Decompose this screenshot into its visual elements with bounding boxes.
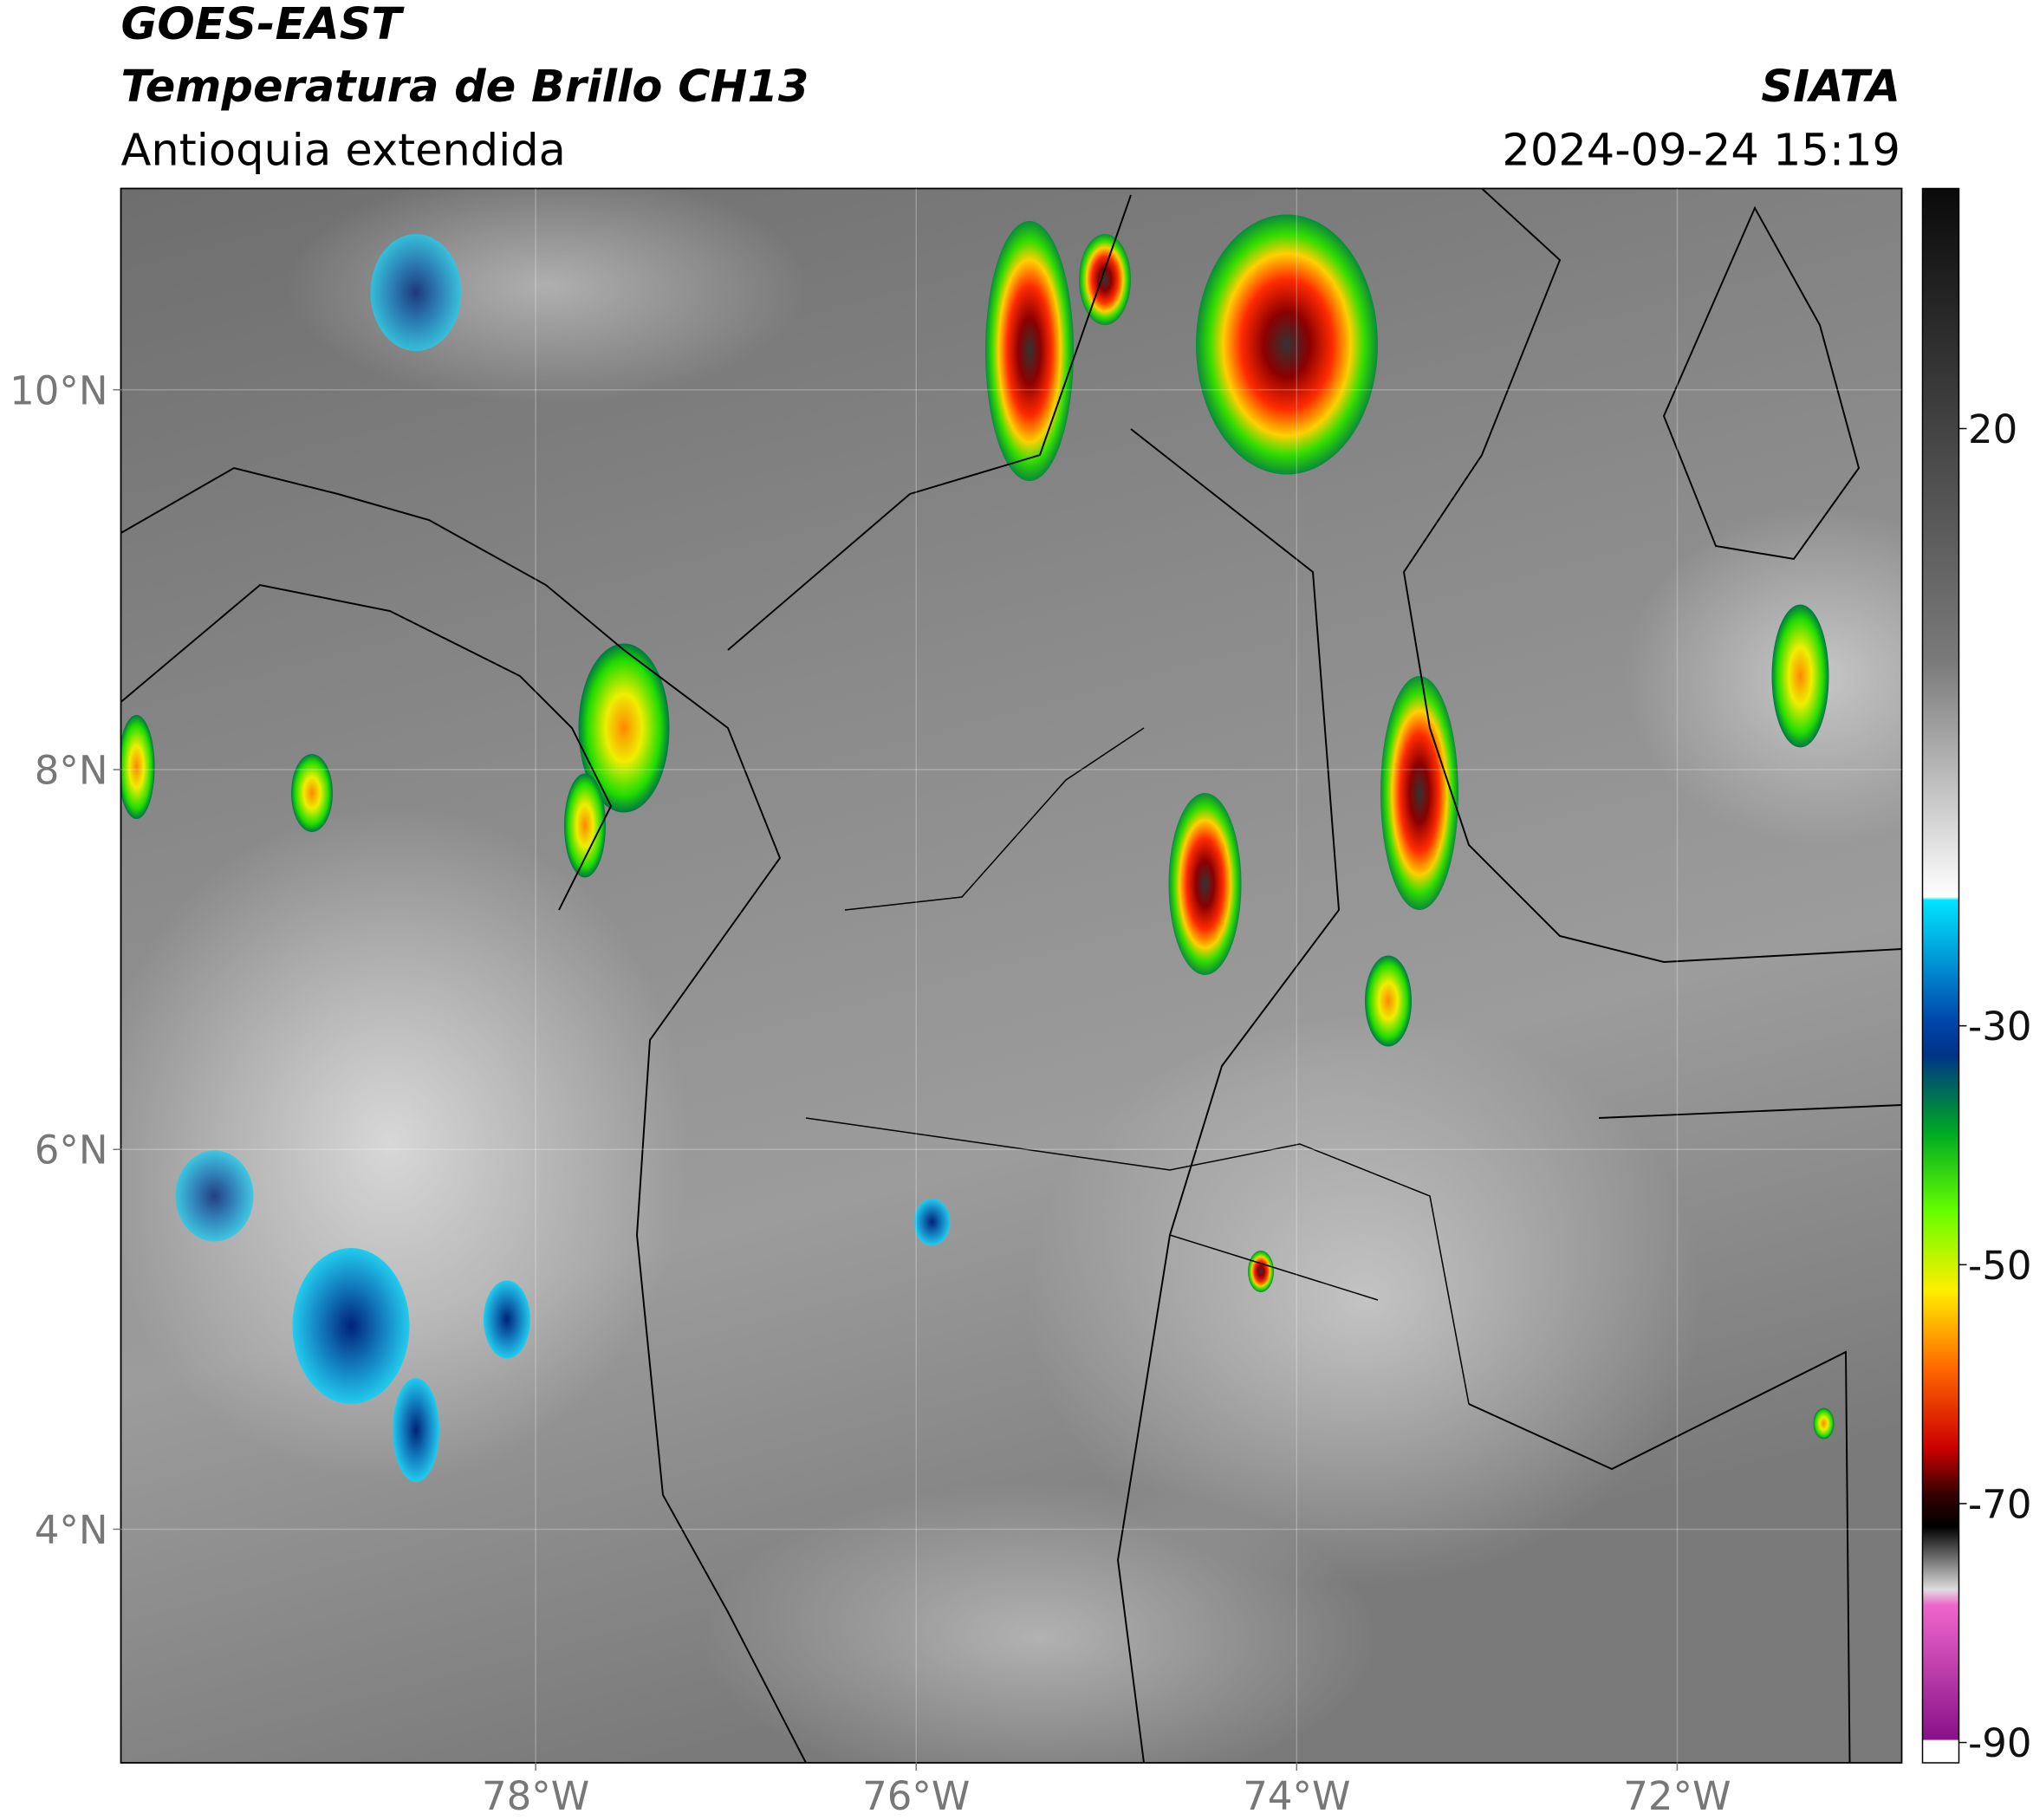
y-tick-label: 6°N — [35, 1128, 108, 1173]
y-tick-label: 8°N — [35, 748, 108, 794]
colorbar-tick-label: -70 — [1968, 1481, 2032, 1527]
colorbar-tick-label: 20 — [1968, 406, 2017, 452]
colorbar-tick-label: -90 — [1968, 1720, 2032, 1766]
colorbar-tick-label: -30 — [1968, 1004, 2032, 1050]
title: GOES-EAST — [121, 0, 406, 50]
region: Antioquia extendida — [121, 126, 566, 177]
y-tick-label: 4°N — [35, 1507, 108, 1553]
map-image — [120, 188, 1902, 1763]
x-tick-label: 78°W — [482, 1773, 589, 1819]
colorbar — [1921, 187, 1960, 1764]
x-tick-label: 76°W — [862, 1773, 970, 1819]
y-tick-label: 10°N — [10, 367, 107, 413]
source: SIATA — [1761, 62, 1900, 113]
map-frame — [120, 187, 1903, 1764]
subtitle: Temperatura de Brillo CH13 — [121, 62, 809, 113]
colorbar-tick-label: -50 — [1968, 1243, 2032, 1289]
x-tick-label: 72°W — [1623, 1773, 1731, 1819]
datetime: 2024-09-24 15:19 — [1502, 126, 1900, 177]
x-tick-label: 74°W — [1243, 1773, 1350, 1819]
